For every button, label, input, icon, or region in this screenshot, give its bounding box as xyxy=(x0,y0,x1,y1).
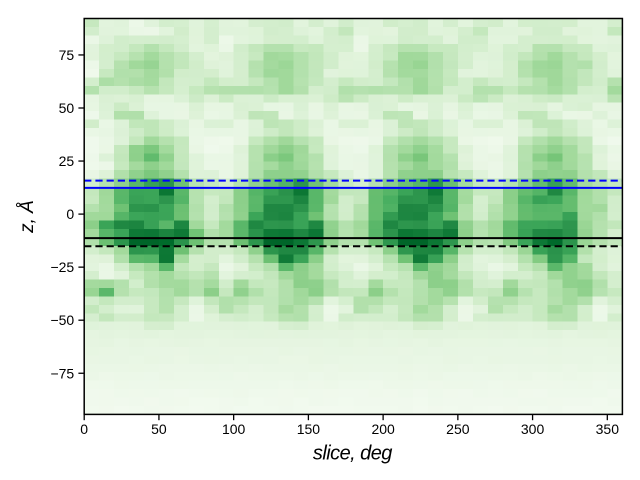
svg-text:−25: −25 xyxy=(50,259,74,275)
svg-text:25: 25 xyxy=(59,153,75,169)
svg-text:0: 0 xyxy=(66,206,74,222)
svg-text:150: 150 xyxy=(297,421,321,437)
svg-text:350: 350 xyxy=(596,421,620,437)
svg-text:50: 50 xyxy=(151,421,167,437)
svg-text:0: 0 xyxy=(80,421,88,437)
svg-text:slice, deg: slice, deg xyxy=(313,442,392,464)
svg-text:250: 250 xyxy=(446,421,470,437)
svg-text:75: 75 xyxy=(59,47,75,63)
svg-text:100: 100 xyxy=(222,421,246,437)
svg-text:300: 300 xyxy=(521,421,545,437)
svg-text:200: 200 xyxy=(371,421,395,437)
svg-text:−75: −75 xyxy=(50,365,74,381)
svg-text:50: 50 xyxy=(59,100,75,116)
svg-text:z, Å: z, Å xyxy=(17,200,38,234)
svg-text:−50: −50 xyxy=(50,312,74,328)
